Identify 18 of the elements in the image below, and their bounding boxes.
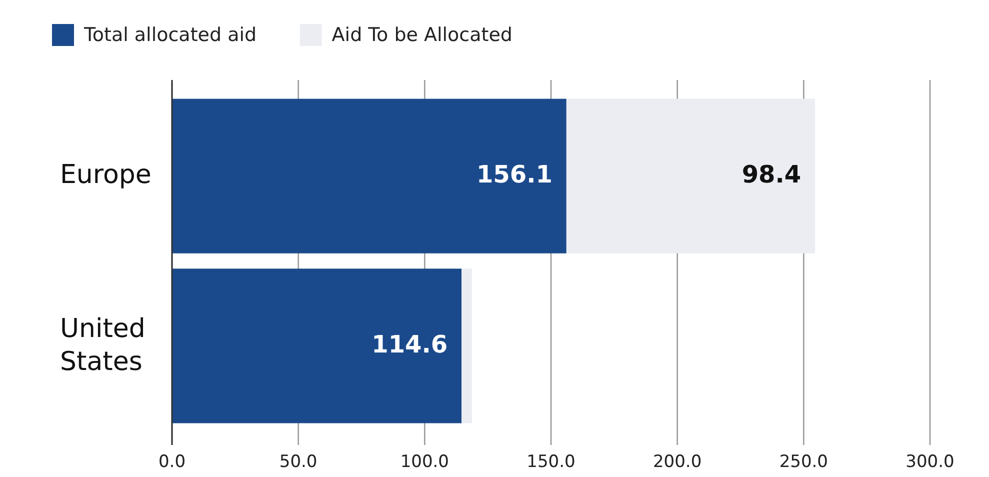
y-tick-label: United States bbox=[60, 314, 146, 378]
x-tick-label: 300.0 bbox=[906, 452, 954, 472]
x-tick-label: 250.0 bbox=[779, 452, 828, 472]
x-tick-label: 100.0 bbox=[400, 452, 450, 472]
data-label: 98.4 bbox=[742, 160, 802, 189]
x-tick-label: 200.0 bbox=[652, 452, 702, 472]
legend-label: Total allocated aid bbox=[83, 24, 257, 46]
y-tick-label: Europe bbox=[60, 160, 152, 190]
bar bbox=[462, 268, 472, 424]
legend-label: Aid To be Allocated bbox=[332, 24, 512, 46]
data-label: 156.1 bbox=[476, 160, 552, 189]
x-tick-label: 50.0 bbox=[279, 452, 318, 472]
data-label: 114.6 bbox=[372, 330, 448, 358]
x-tick-label: 0.0 bbox=[158, 452, 186, 472]
bar bbox=[172, 268, 462, 424]
bar bbox=[566, 98, 816, 254]
x-tick-label: 150.0 bbox=[526, 452, 576, 472]
bar bbox=[172, 98, 566, 254]
